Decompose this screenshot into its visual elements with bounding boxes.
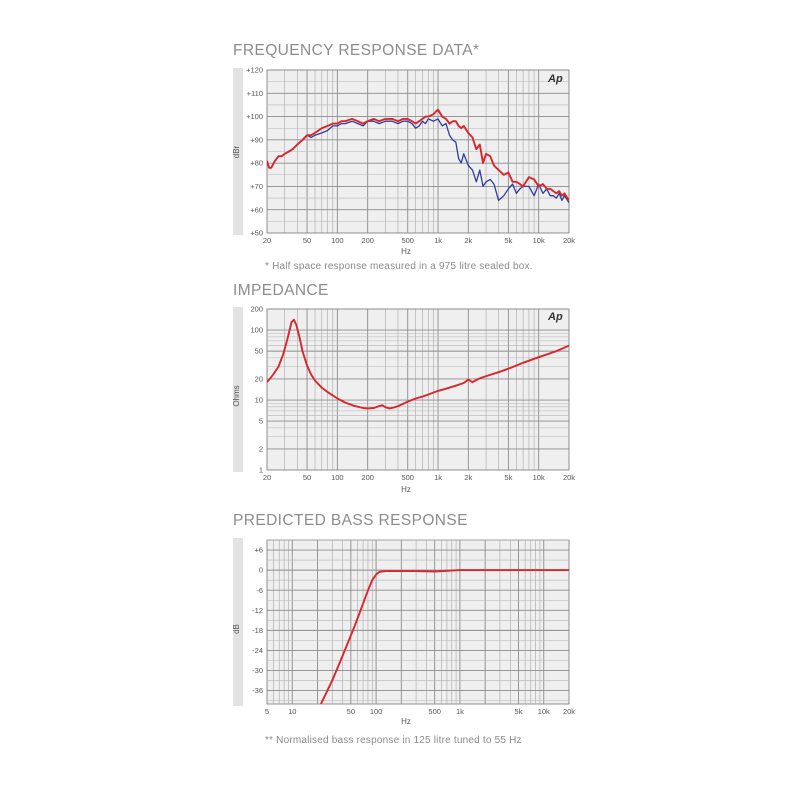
- imp-x-tick-label: 100: [331, 473, 344, 482]
- bass-x-tick-label: 1k: [456, 707, 464, 716]
- imp-chart: 20 50 100 200 500 1k 2k 5k 10k 20k 1 2 5 10 20 50 100 200…: [232, 305, 575, 494]
- bass-y-tick-label: -24: [252, 646, 263, 655]
- freq-chart: 20 50 100 200 500 1k 2k 5k 10k 20k +50 +60 +70 +80 +90…: [232, 66, 575, 256]
- freq-x-tick-label: 500: [401, 236, 414, 245]
- bass-x-tick-label: 20k: [563, 707, 575, 716]
- bass-y-tick-label: -30: [252, 666, 263, 675]
- freq-x-tick-label: 5k: [504, 236, 512, 245]
- imp-x-tick-label: 200: [361, 473, 374, 482]
- imp-y-tick-label: 100: [250, 326, 263, 335]
- imp-y-tick-label: 200: [250, 305, 263, 314]
- bass-y-tick-label: -12: [252, 606, 263, 615]
- bass-chart: 5 10 50 100 500 1k 5k 10k 20k +6 0 -6 -12 -18 -24 -30 -3…: [232, 538, 575, 726]
- bass-x-gridlines: [266, 540, 570, 704]
- bass-x-tick-label: 50: [347, 707, 355, 716]
- freq-y-tick-label: +80: [250, 159, 263, 168]
- freq-x-tick-label: 2k: [464, 236, 472, 245]
- bass-note: ** Normalised bass response in 125 litre…: [265, 735, 522, 746]
- freq-x-tick-label: 50: [303, 236, 311, 245]
- freq-x-tick-label: 1k: [434, 236, 442, 245]
- freq-axis-bar: [233, 68, 243, 235]
- imp-y-tick-label: 20: [255, 375, 263, 384]
- imp-y-axis-label: Ohms: [232, 385, 241, 406]
- imp-y-tick-label: 50: [255, 347, 263, 356]
- imp-y-gridlines: [267, 308, 569, 471]
- imp-plot-area: [266, 308, 570, 471]
- bass-plot-area: [266, 539, 570, 705]
- freq-x-axis-label: Hz: [401, 247, 411, 256]
- imp-y-tick-label: 5: [259, 417, 263, 426]
- bass-axis-bar: [233, 538, 243, 706]
- bass-x-axis-label: Hz: [401, 717, 411, 726]
- bass-y-axis-label: dB: [232, 624, 241, 634]
- imp-series-red-line: [267, 318, 569, 410]
- imp-x-tick-label: 20: [263, 473, 271, 482]
- bass-x-tick-label: 5: [265, 707, 269, 716]
- imp-axis-bar: [233, 307, 243, 472]
- imp-title: IMPEDANCE: [233, 282, 329, 299]
- bass-x-tick-label: 10: [288, 707, 296, 716]
- imp-x-tick-label: 2k: [464, 473, 472, 482]
- imp-x-tick-label: 20k: [563, 473, 575, 482]
- freq-series-red-line: [267, 108, 569, 201]
- bass-x-tick-label: 100: [370, 707, 383, 716]
- imp-x-tick-label: 10k: [533, 473, 545, 482]
- freq-y-axis-label: dBr: [232, 145, 241, 158]
- bass-y-tick-label: 0: [259, 566, 263, 575]
- bass-x-tick-label: 500: [428, 707, 441, 716]
- freq-y-tick-label: +120: [246, 66, 263, 75]
- bass-y-tick-label: -36: [252, 686, 263, 695]
- imp-x-axis-label: Hz: [401, 485, 411, 494]
- bass-x-tick-label: 5k: [515, 707, 523, 716]
- imp-x-tick-label: 50: [303, 473, 311, 482]
- freq-y-gridlines: [267, 69, 569, 234]
- imp-x-tick-label: 1k: [434, 473, 442, 482]
- freq-y-tick-label: +100: [246, 112, 263, 121]
- freq-title: FREQUENCY RESPONSE DATA*: [233, 42, 480, 59]
- imp-x-gridlines: [266, 309, 570, 470]
- freq-y-tick-label: +90: [250, 135, 263, 144]
- freq-x-tick-label: 100: [331, 236, 344, 245]
- imp-x-tick-label: 500: [401, 473, 414, 482]
- freq-note: * Half space response measured in a 975 …: [265, 261, 533, 272]
- freq-y-tick-label: +60: [250, 205, 263, 214]
- bass-y-gridlines: [267, 539, 569, 701]
- freq-ap-logo: Ap: [547, 73, 563, 85]
- freq-x-tick-label: 200: [361, 236, 374, 245]
- freq-y-tick-label: +110: [247, 89, 263, 98]
- bass-series-red-line: [320, 569, 569, 704]
- imp-ap-logo: Ap: [547, 311, 563, 323]
- freq-x-tick-label: 20: [263, 236, 271, 245]
- imp-y-tick-label: 2: [259, 445, 263, 454]
- bass-x-tick-label: 10k: [538, 707, 550, 716]
- bass-y-tick-label: +6: [254, 546, 263, 555]
- bass-y-tick-label: -18: [252, 626, 263, 635]
- bass-y-tick-label: -6: [256, 586, 263, 595]
- imp-y-tick-label: 10: [255, 396, 263, 405]
- imp-y-tick-label: 1: [259, 466, 263, 475]
- freq-y-tick-label: +70: [250, 182, 263, 191]
- bass-title: PREDICTED BASS RESPONSE: [233, 512, 468, 529]
- freq-x-tick-label: 20k: [563, 236, 575, 245]
- imp-x-tick-label: 5k: [504, 473, 512, 482]
- freq-x-tick-label: 10k: [533, 236, 545, 245]
- freq-y-tick-label: +50: [250, 229, 263, 238]
